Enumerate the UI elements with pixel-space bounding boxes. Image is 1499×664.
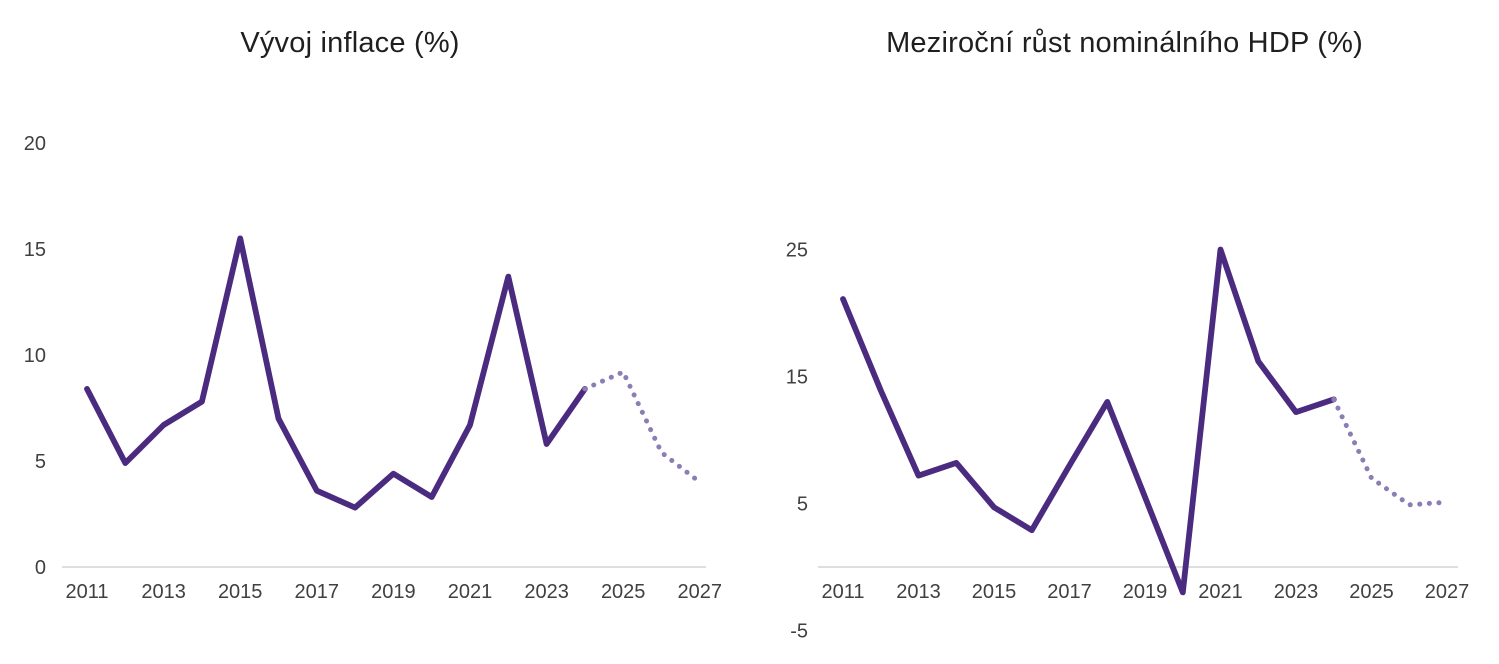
x-tick-label: 2015 [218,581,263,603]
x-tick-label: 2013 [141,581,186,603]
forecast-line [582,369,703,485]
y-tick-label: 25 [786,240,808,262]
y-tick-label: 10 [24,345,46,367]
y-tick-label: 5 [35,451,46,473]
x-tick-label: 2019 [1123,581,1168,603]
x-tick-label: 2017 [1047,581,1092,603]
actual-line [840,246,1337,596]
x-tick-label: 2023 [524,581,569,603]
y-tick-label: 0 [35,557,46,579]
x-tick-label: 2013 [896,581,941,603]
x-tick-label: 2011 [65,581,108,603]
forecast-line [1331,396,1450,508]
chart-title-gdp: Meziroční růst nominálního HDP (%) [886,27,1363,59]
x-tick-label: 2025 [601,581,646,603]
x-tick-label: 2015 [972,581,1017,603]
x-tick-label: 2021 [448,581,493,603]
x-tick-label: 2017 [295,581,340,603]
actual-line [84,235,588,511]
y-tick-label: 5 [797,494,808,516]
chart-title-inflation: Vývoj inflace (%) [240,27,460,59]
x-tick-label: 2027 [678,581,723,603]
x-tick-label: 2027 [1425,581,1470,603]
x-tick-label: 2025 [1349,581,1394,603]
x-tick-label: 2023 [1274,581,1319,603]
x-tick-label: 2019 [371,581,416,603]
x-tick-label: 2021 [1198,581,1243,603]
y-tick-label: 15 [24,239,46,261]
y-tick-label: 20 [24,133,46,155]
x-tick-label: 2011 [821,581,864,603]
y-tick-label: 15 [786,367,808,389]
y-tick-label: -5 [790,621,808,643]
